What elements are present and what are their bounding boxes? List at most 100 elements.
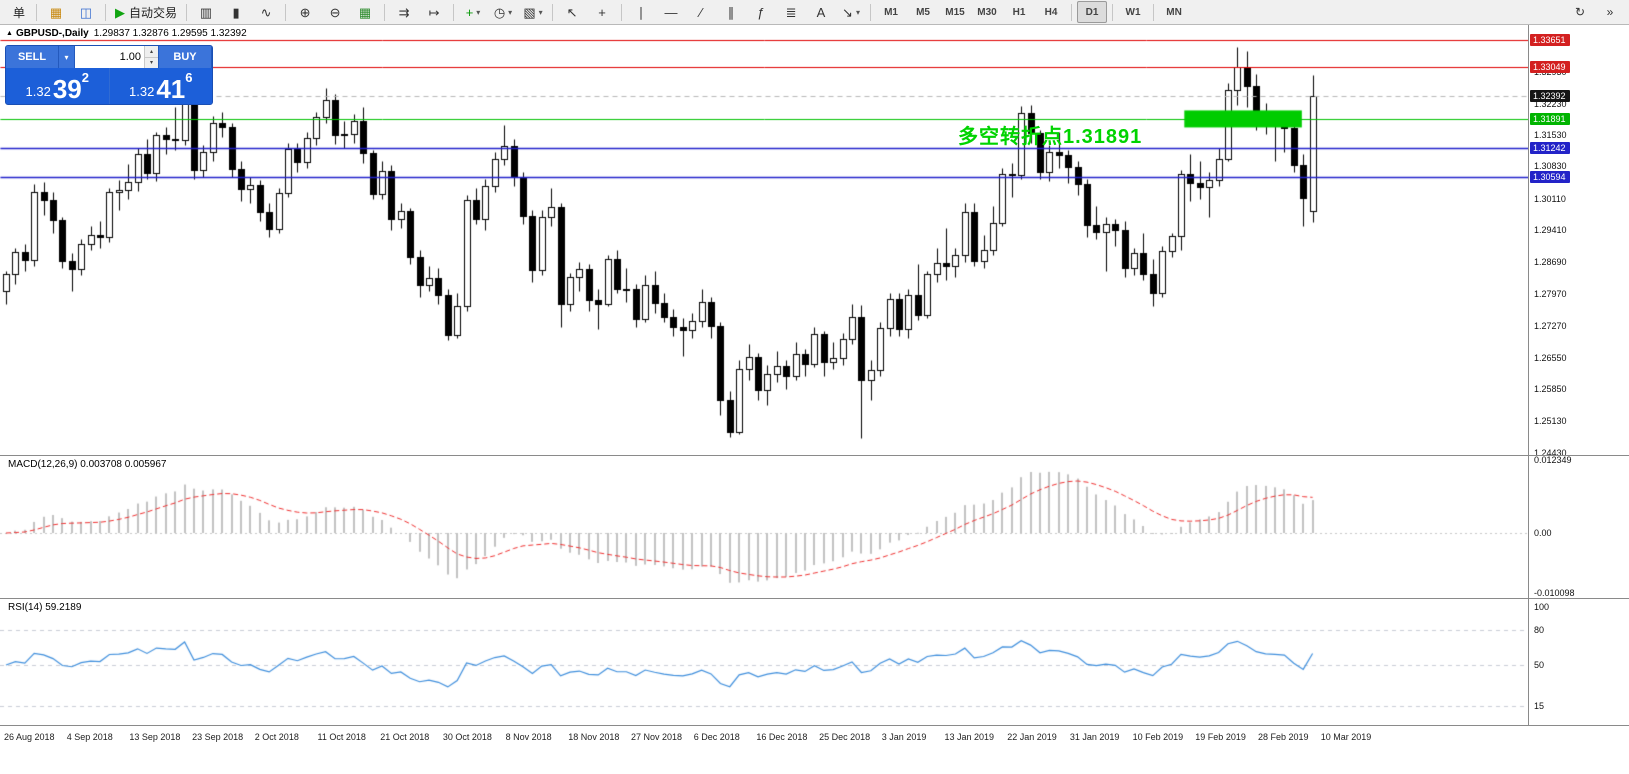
zoom-out-icon[interactable]: ⊖ <box>321 1 349 23</box>
vertical-line-icon[interactable]: ∣ <box>627 1 655 23</box>
market-watch-icon[interactable]: ◫ <box>72 1 100 23</box>
date-label: 31 Jan 2019 <box>1069 732 1120 742</box>
timeframe-h1[interactable]: H1 <box>1012 6 1026 18</box>
zoom-in-icon[interactable]: ⊕ <box>291 1 319 23</box>
price-badge-131242: 1.31242 <box>1530 141 1570 154</box>
shapes-icon: ≣ <box>785 4 797 20</box>
bar-chart-icon[interactable]: ▥ <box>192 1 220 23</box>
volume-value[interactable]: 1.00 <box>119 51 141 63</box>
new-order-button-label: 单 <box>12 5 25 20</box>
one-click-trading-panel: SELL ▾ 1.00 ▴ ▾ BUY 1.32 39 2 <box>5 45 213 105</box>
rsi-scale-label: 100 <box>1534 602 1550 612</box>
periods-button[interactable]: ◷ ▾ <box>489 1 517 23</box>
price-scale-label: 1.30830 <box>1534 161 1567 172</box>
rsi-canvas[interactable] <box>0 599 1528 724</box>
tile-windows-icon[interactable]: ▦ <box>351 1 379 23</box>
date-label: 23 Sep 2018 <box>192 732 244 742</box>
buy-button[interactable]: BUY <box>159 46 212 68</box>
date-label: 28 Feb 2019 <box>1258 732 1309 742</box>
arrows-tool-button[interactable]: ↘ ▾ <box>837 1 865 23</box>
timeframe-m5[interactable]: M5 <box>916 6 930 18</box>
zoom-out-icon: ⊖ <box>329 4 341 20</box>
date-label: 6 Dec 2018 <box>693 732 740 742</box>
price-scale-label: 1.31530 <box>1534 129 1567 140</box>
text-icon: A <box>816 4 826 20</box>
crosshair-icon[interactable]: + <box>588 1 616 23</box>
sell-dropdown-icon[interactable]: ▾ <box>59 46 75 68</box>
macd-canvas[interactable] <box>0 456 1528 598</box>
volume-up-icon[interactable]: ▴ <box>145 46 158 58</box>
toolbar-separator <box>285 3 287 21</box>
price-scale-label: 1.28690 <box>1534 257 1567 268</box>
candlestick-chart-icon[interactable]: ▮ <box>222 1 250 23</box>
volume-down-icon[interactable]: ▾ <box>145 57 158 68</box>
date-label: 26 Aug 2018 <box>4 732 55 742</box>
channel-icon[interactable]: ∥ <box>717 1 745 23</box>
date-label: 10 Mar 2019 <box>1320 732 1372 742</box>
price-scale-label: 1.27270 <box>1534 320 1567 331</box>
price-scale-label: 1.26550 <box>1534 352 1567 363</box>
charts-grid-icon[interactable]: ▦ <box>42 1 70 23</box>
date-label: 21 Oct 2018 <box>380 732 430 742</box>
volume-field[interactable]: 1.00 ▴ ▾ <box>75 46 159 68</box>
timeframe-mn[interactable]: MN <box>1166 6 1182 18</box>
toolbar-separator <box>1153 3 1155 21</box>
toolbar-separator <box>552 3 554 21</box>
fibonacci-icon: ƒ <box>757 4 765 20</box>
date-label: 30 Oct 2018 <box>442 732 492 742</box>
buy-price[interactable]: 1.32 41 6 <box>108 68 212 104</box>
line-chart-icon[interactable]: ∿ <box>252 1 280 23</box>
timeframe-m15[interactable]: M15 <box>945 6 965 18</box>
price-chart-canvas[interactable] <box>0 24 1528 455</box>
toolbar-overflow-icon[interactable]: » <box>1606 5 1614 19</box>
chart-shift-icon[interactable]: ↦ <box>420 1 448 23</box>
toolbar: 单 ▦ ◫ ▶ 自动交易 ▥ ▮ ∿ ⊕ ⊖ ▦ ⇉ ↦ + ▾ ◷ ▾ ▧ ▾ ↖ + ∣ ― ∕ ∥ ƒ ≣ A ↘ ▾ M1 M5 M15… <box>0 0 1629 25</box>
auto-trading-button[interactable]: ▶ 自动交易 <box>111 1 181 23</box>
chevron-down-icon: ▾ <box>508 7 513 17</box>
auto-trading-button-label: 自动交易 <box>129 5 178 20</box>
crosshair-icon: + <box>598 4 606 20</box>
timeframe-m1[interactable]: M1 <box>884 6 898 18</box>
price-scale[interactable]: 1.329301.322301.315301.308301.301101.294… <box>1528 24 1629 750</box>
timeframe-m30[interactable]: M30 <box>977 6 997 18</box>
fibonacci-icon[interactable]: ƒ <box>747 1 775 23</box>
horizontal-line-icon[interactable]: ― <box>657 1 685 23</box>
buy-price-main: 1.32 <box>129 83 155 99</box>
rsi-panel-splitter[interactable] <box>0 598 1629 599</box>
refresh-icon[interactable]: ↻ <box>1574 5 1586 19</box>
timeframe-h4[interactable]: H4 <box>1044 6 1058 18</box>
shapes-icon[interactable]: ≣ <box>777 1 805 23</box>
price-scale-label: 1.24430 <box>1534 447 1567 458</box>
cursor-icon[interactable]: ↖ <box>558 1 586 23</box>
toolbar-separator <box>1071 3 1073 21</box>
line-chart-icon: ∿ <box>260 4 272 20</box>
timeframe-d1[interactable]: D1 <box>1077 1 1108 23</box>
pivot-annotation[interactable]: 多空转折点1.31891 <box>958 126 1143 148</box>
buy-price-big: 41 <box>156 74 186 104</box>
arrows-tool-glyph: ↘ <box>842 4 853 20</box>
buy-price-sup: 6 <box>185 70 193 85</box>
auto-scroll-icon[interactable]: ⇉ <box>390 1 418 23</box>
macd-values: 0.003708 0.005967 <box>80 459 167 470</box>
time-scale[interactable]: 26 Aug 2018 4 Sep 2018 13 Sep 2018 23 Sep 2… <box>0 725 1629 751</box>
sell-button[interactable]: SELL <box>6 46 59 68</box>
templates-button[interactable]: ▧ ▾ <box>519 1 547 23</box>
date-label: 18 Nov 2018 <box>568 732 620 742</box>
sell-price[interactable]: 1.32 39 2 <box>6 68 109 104</box>
macd-panel-splitter[interactable] <box>0 455 1629 456</box>
timeframe-w1[interactable]: W1 <box>1125 6 1141 18</box>
date-label: 13 Sep 2018 <box>129 732 181 742</box>
indicators-button[interactable]: + ▾ <box>459 1 487 23</box>
toolbar-separator <box>36 3 37 21</box>
new-order-button[interactable]: 单 <box>3 1 31 23</box>
price-scale-label: 1.27970 <box>1534 289 1567 300</box>
price-scale-label: 1.30110 <box>1534 193 1566 204</box>
trendline-icon: ∕ <box>699 4 703 20</box>
price-badge-132392: 1.32392 <box>1530 90 1570 103</box>
trendline-icon[interactable]: ∕ <box>687 1 715 23</box>
bar-chart-icon: ▥ <box>199 4 213 20</box>
date-label: 3 Jan 2019 <box>881 732 927 742</box>
chart-icon: ▲ <box>6 30 13 37</box>
text-icon[interactable]: A <box>807 1 835 23</box>
